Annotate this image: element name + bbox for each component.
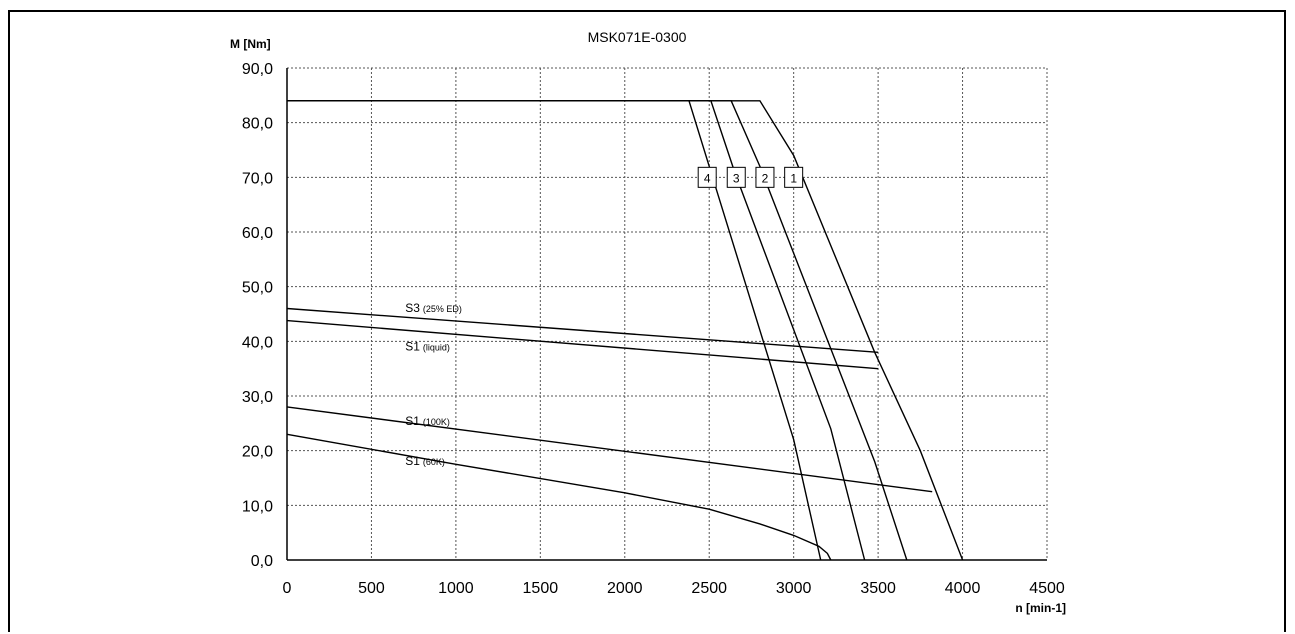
curve-number: 4 (704, 171, 711, 185)
y-tick-label: 90,0 (242, 61, 273, 78)
curve-label-main: S1 (405, 454, 420, 468)
curve-label-sub: (liquid) (423, 342, 450, 352)
curve-label-main: S1 (405, 414, 420, 428)
x-tick-label: 500 (358, 580, 385, 597)
y-tick-label: 10,0 (242, 498, 273, 515)
series-line (286, 307, 879, 353)
x-tick-label: 2500 (691, 580, 727, 597)
curve-number-box: 4 (697, 166, 717, 188)
curve-number-box-frame (726, 166, 746, 188)
chart-frame (8, 10, 1286, 632)
curve-label: S3 (25% ED) (405, 301, 462, 315)
curve-number: 1 (790, 171, 797, 185)
series-line (286, 406, 933, 493)
x-tick-label: 1000 (438, 580, 474, 597)
series-line (287, 100, 908, 561)
curve-number-box: 2 (755, 166, 775, 188)
x-tick-label: 2000 (607, 580, 643, 597)
y-tick-label: 40,0 (242, 334, 273, 351)
x-tick-label: 3000 (776, 580, 812, 597)
x-tick-label: 4000 (945, 580, 981, 597)
chart-title: MSK071E-0300 (588, 29, 687, 45)
curve-label: S1 (100K) (405, 414, 450, 428)
y-tick-label: 20,0 (242, 444, 273, 461)
y-tick-label: 50,0 (242, 280, 273, 297)
curve-number-box: 3 (726, 166, 746, 188)
curve-number-box: 1 (784, 166, 804, 188)
curve-number: 3 (733, 171, 740, 185)
curve-label-main: S1 (405, 339, 420, 353)
curve-number-box-frame (784, 166, 804, 188)
curve-number: 2 (762, 171, 769, 185)
curve-label: S1 (liquid) (405, 339, 450, 353)
curve-label-sub: (100K) (423, 417, 450, 427)
y-tick-label: 60,0 (242, 225, 273, 242)
x-tick-label: 3500 (860, 580, 896, 597)
y-tick-label: 30,0 (242, 389, 273, 406)
curve-label: S1 (60K) (405, 454, 445, 468)
x-axis-label: n [min-1] (1015, 601, 1066, 615)
curve-label-sub: (60K) (423, 457, 445, 467)
curve-labels: S3 (25% ED)S1 (liquid)S1 (100K)S1 (60K)4 3 2 1 (405, 166, 804, 468)
grid (286, 67, 1048, 561)
y-axis-label: M [Nm] (230, 37, 271, 51)
y-tick-label: 80,0 (242, 116, 273, 133)
y-tick-label: 70,0 (242, 170, 273, 187)
y-tick-label: 0,0 (251, 553, 273, 570)
x-tick-label: 4500 (1029, 580, 1065, 597)
curve-label-sub: (25% ED) (423, 304, 462, 314)
curve-number-box-frame (755, 166, 775, 188)
x-tick-label: 0 (283, 580, 292, 597)
series-line (286, 319, 879, 370)
tick-labels: 0 500 1000 1500 2000 2500 3000 3500 4000 4500 0,0 1… (242, 61, 1065, 597)
curve-number-box-frame (697, 166, 717, 188)
x-tick-label: 1500 (523, 580, 559, 597)
series-line (286, 433, 832, 561)
curve-label-main: S3 (405, 301, 420, 315)
